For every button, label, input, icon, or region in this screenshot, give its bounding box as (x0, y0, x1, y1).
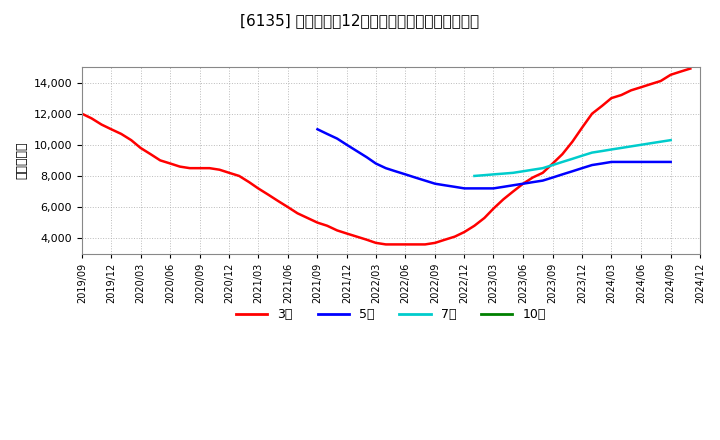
Y-axis label: （百万円）: （百万円） (15, 142, 28, 179)
Legend: 3年, 5年, 7年, 10年: 3年, 5年, 7年, 10年 (231, 303, 551, 326)
Text: [6135] 当期純利益12か月移動合計の平均値の推移: [6135] 当期純利益12か月移動合計の平均値の推移 (240, 13, 480, 28)
